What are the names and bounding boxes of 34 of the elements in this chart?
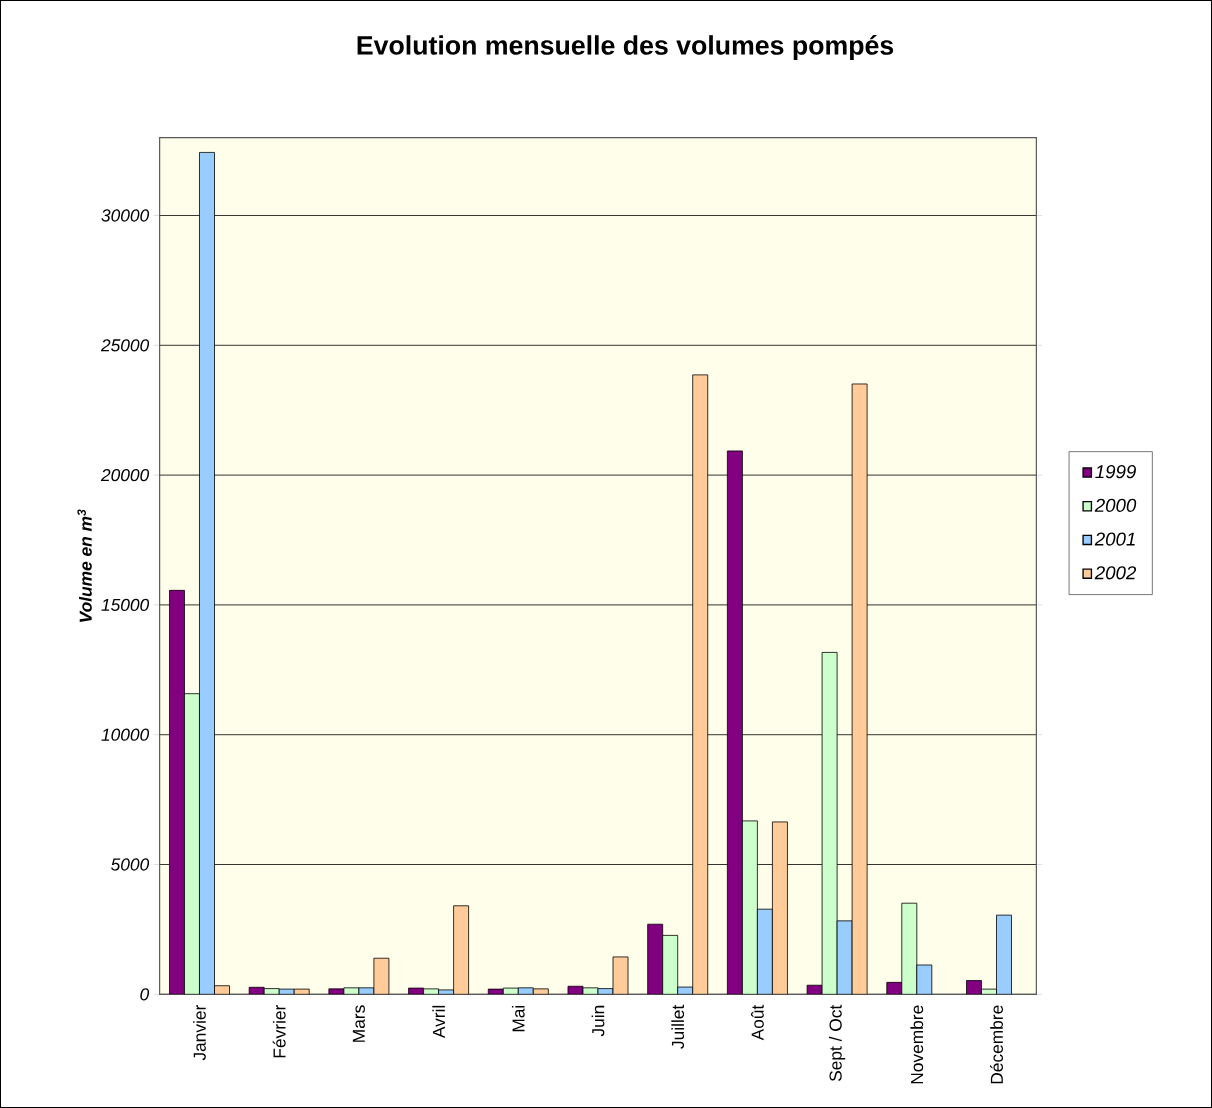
legend-label: 1999 xyxy=(1095,465,1136,479)
y-axis-title: Volume en m$^{3}$ xyxy=(77,509,92,622)
x-tick-label: Novembre xyxy=(910,1005,924,1084)
bar xyxy=(692,374,709,995)
y-tick-label: 5000 xyxy=(111,858,150,871)
y-tick-label: 15000 xyxy=(101,598,150,612)
x-tick-label: Sept / Oct xyxy=(829,1004,846,1082)
x-tick-label: Avril xyxy=(432,1005,445,1039)
legend-label: 2000 xyxy=(1094,498,1137,513)
chart-title: Evolution mensuelle des volumes pompés xyxy=(357,35,894,61)
y-tick-label: 30000 xyxy=(101,209,150,222)
y-tick-label: 10000 xyxy=(101,728,150,741)
x-tick-label: Janvier xyxy=(193,1005,206,1061)
bar xyxy=(647,923,664,995)
x-tick-label: Février xyxy=(272,1005,286,1058)
legend-label: 2001 xyxy=(1094,532,1135,546)
x-tick-label: Mars xyxy=(352,1005,365,1042)
x-tick-label: Juillet xyxy=(671,1004,685,1049)
bar xyxy=(726,450,743,995)
bar xyxy=(901,902,918,995)
y-tick-label: 25000 xyxy=(100,339,150,352)
legend-label: 2002 xyxy=(1094,566,1137,580)
x-tick-label: Août xyxy=(750,1004,764,1041)
bar xyxy=(772,821,788,995)
bar xyxy=(184,693,200,995)
bar xyxy=(453,905,470,995)
x-tick-label: Mai xyxy=(511,1005,525,1032)
y-tick-label: 0 xyxy=(140,988,150,1001)
bar xyxy=(662,935,679,995)
bar xyxy=(741,820,758,995)
x-tick-label: Décembre xyxy=(990,1005,1003,1084)
bar xyxy=(169,590,185,995)
x-tick-label: Juin xyxy=(591,1005,605,1037)
y-tick-label: 20000 xyxy=(100,469,150,482)
